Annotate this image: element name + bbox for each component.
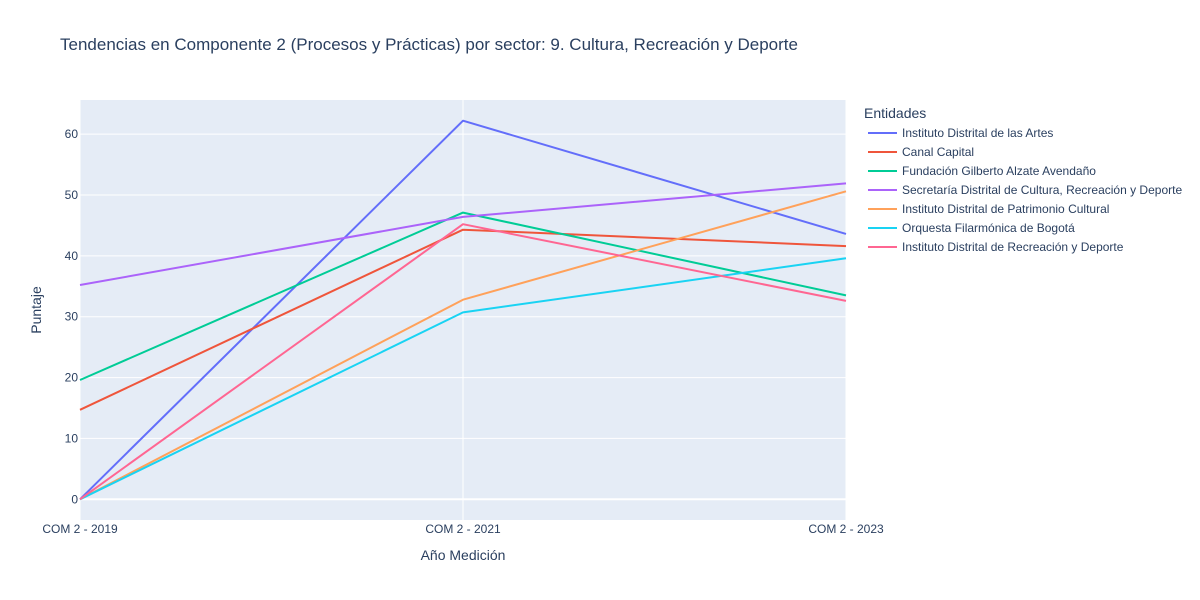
y-tick-label: 50: [65, 188, 79, 202]
legend-label: Instituto Distrital de Recreación y Depo…: [902, 240, 1124, 254]
y-axis-label: Puntaje: [28, 286, 44, 334]
y-tick-label: 20: [65, 371, 79, 385]
legend-label: Instituto Distrital de las Artes: [902, 126, 1053, 140]
x-axis-ticks: COM 2 - 2019 COM 2 - 2021 COM 2 - 2023: [42, 522, 884, 536]
legend-label: Orquesta Filarmónica de Bogotá: [902, 221, 1075, 235]
y-tick-label: 60: [65, 127, 79, 141]
legend-label: Fundación Gilberto Alzate Avendaño: [902, 164, 1096, 178]
x-tick-label: COM 2 - 2019: [42, 522, 118, 536]
x-tick-label: COM 2 - 2023: [808, 522, 884, 536]
y-tick-label: 40: [65, 249, 79, 263]
x-tick-label: COM 2 - 2021: [425, 522, 501, 536]
y-tick-label: 10: [65, 431, 79, 445]
series-lines: [79, 119, 847, 501]
grid: [79, 100, 847, 520]
series-line: [79, 182, 847, 286]
series-line: [79, 223, 847, 501]
legend-label: Instituto Distrital de Patrimonio Cultur…: [902, 202, 1109, 216]
series-line: [79, 190, 847, 501]
y-tick-label: 30: [65, 310, 79, 324]
legend-title: Entidades: [864, 105, 926, 121]
chart-title: Tendencias en Componente 2 (Procesos y P…: [60, 35, 798, 54]
y-axis-ticks: 0 10 20 30 40 50 60: [65, 127, 79, 506]
series-line: [79, 228, 847, 411]
series-line: [79, 211, 847, 381]
x-axis-label: Año Medición: [421, 547, 506, 563]
legend-label: Canal Capital: [902, 145, 974, 159]
series-line: [79, 119, 847, 501]
legend: Entidades Instituto Distrital de las Art…: [864, 105, 1182, 254]
legend-label: Secretaría Distrital de Cultura, Recreac…: [902, 183, 1182, 197]
y-tick-label: 0: [71, 492, 78, 506]
